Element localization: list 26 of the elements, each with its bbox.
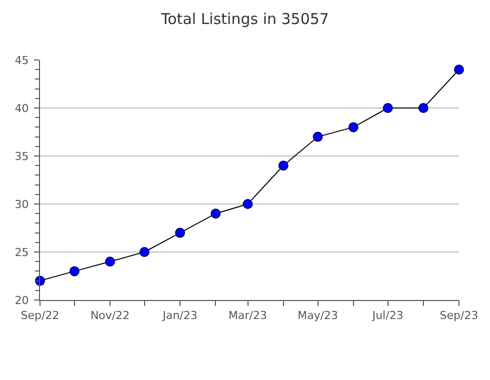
x-tick-label: Sep/22	[20, 309, 60, 322]
x-tick-label: Jul/23	[371, 309, 404, 322]
x-tick-label: May/23	[298, 309, 338, 322]
y-tick-label: 25	[14, 246, 29, 259]
chart-title: Total Listings in 35057	[160, 10, 329, 28]
y-tick-label: 35	[14, 150, 29, 163]
y-tick-label: 40	[14, 102, 29, 115]
point	[139, 247, 150, 257]
point	[175, 228, 186, 238]
point	[382, 103, 393, 113]
x-tick-label: Mar/23	[228, 309, 268, 322]
point	[312, 132, 323, 142]
point	[210, 208, 221, 219]
x-tick-label: Sep/23	[440, 309, 478, 322]
point	[278, 160, 288, 171]
point	[69, 266, 80, 276]
point	[418, 103, 428, 113]
y-tick-label: 30	[14, 198, 29, 211]
x-tick-label: Jan/23	[162, 309, 198, 322]
point	[105, 256, 116, 267]
x-tick-label: Nov/22	[90, 309, 130, 322]
point	[242, 199, 253, 209]
point	[348, 122, 358, 132]
y-tick-label: 20	[14, 294, 29, 307]
y-tick-label: 45	[14, 54, 29, 67]
point	[454, 64, 464, 75]
